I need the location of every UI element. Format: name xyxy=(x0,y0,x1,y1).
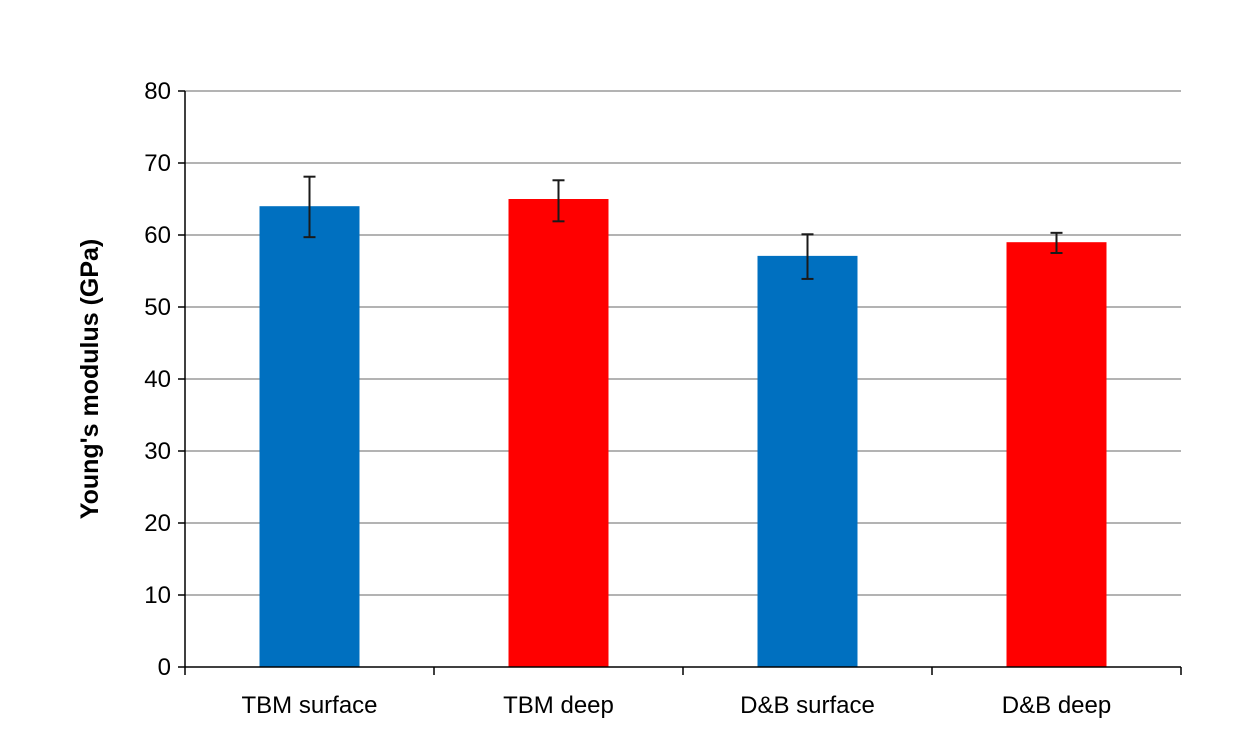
y-tick-label: 80 xyxy=(144,78,171,105)
y-tick-label: 30 xyxy=(144,438,171,465)
y-axis-label: Young's modulus (GPa) xyxy=(76,239,104,519)
bar xyxy=(1006,242,1107,667)
y-tick-label: 70 xyxy=(144,150,171,177)
x-tick-label: TBM surface xyxy=(241,692,377,719)
y-tick-label: 60 xyxy=(144,222,171,249)
y-tick-labels: 0 10 20 30 40 50 60 70 80 xyxy=(144,78,171,681)
x-tick-label: D&B surface xyxy=(740,692,875,719)
error-bars xyxy=(303,175,1063,280)
bar xyxy=(259,206,360,667)
bar xyxy=(508,199,609,667)
y-tick-label: 10 xyxy=(144,582,171,609)
bar xyxy=(757,255,858,667)
axes xyxy=(178,90,1182,675)
x-tick-labels: TBM surface TBM deep D&B surface D&B deep xyxy=(241,692,1111,719)
y-tick-label: 50 xyxy=(144,294,171,321)
bars xyxy=(259,199,1107,667)
y-tick-label: 40 xyxy=(144,366,171,393)
x-tick-label: TBM deep xyxy=(503,692,614,719)
y-tick-label: 20 xyxy=(144,510,171,537)
x-tick-label: D&B deep xyxy=(1002,692,1111,719)
y-tick-label: 0 xyxy=(158,654,171,681)
